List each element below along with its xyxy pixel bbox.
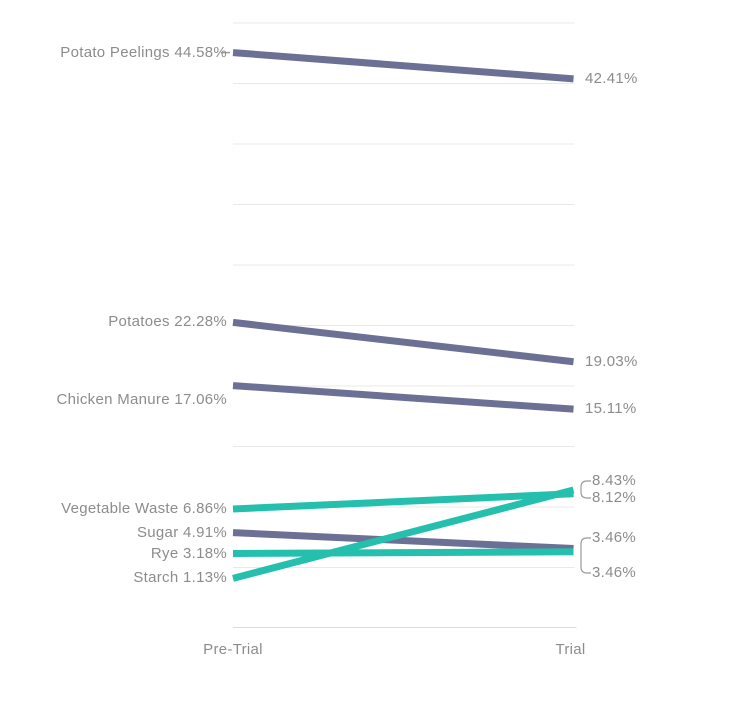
left-label-potatoes: Potatoes 22.28% [108,313,227,331]
slope-line-potato-peelings [232,49,574,83]
x-axis-label-trial: Trial [555,641,586,658]
slope-line-chicken-manure [232,382,574,413]
left-label-starch: Starch 1.13% [133,569,227,587]
right-value-label-vegetable-waste: 8.12% [592,489,637,506]
slope-line-rye [232,548,574,558]
left-label-vegetable-waste: Vegetable Waste 6.86% [61,499,227,517]
callout-bracket [580,537,591,574]
slope-line-sugar [232,529,574,553]
left-label-potato-peelings: Potato Peelings 44.58% [60,43,227,61]
callout-bracket [580,480,591,499]
right-value-label-potato-peelings: 42.41% [585,69,638,87]
right-value-label-rye: 3.46% [592,564,637,581]
right-value-label-starch: 8.43% [592,472,637,489]
x-axis-label-pre-trial: Pre-Trial [203,641,263,658]
left-label-chicken-manure: Chicken Manure 17.06% [56,390,227,408]
slope-line-potatoes [232,318,574,366]
slope-line-starch [232,486,575,582]
slope-line-vegetable-waste [232,490,574,513]
left-label-rye: Rye 3.18% [150,544,227,562]
right-value-label-chicken-manure: 15.11% [585,400,637,418]
left-label-sugar: Sugar 4.91% [136,523,227,541]
right-value-label-potatoes: 19.03% [585,352,638,370]
right-value-label-sugar: 3.46% [592,529,637,546]
